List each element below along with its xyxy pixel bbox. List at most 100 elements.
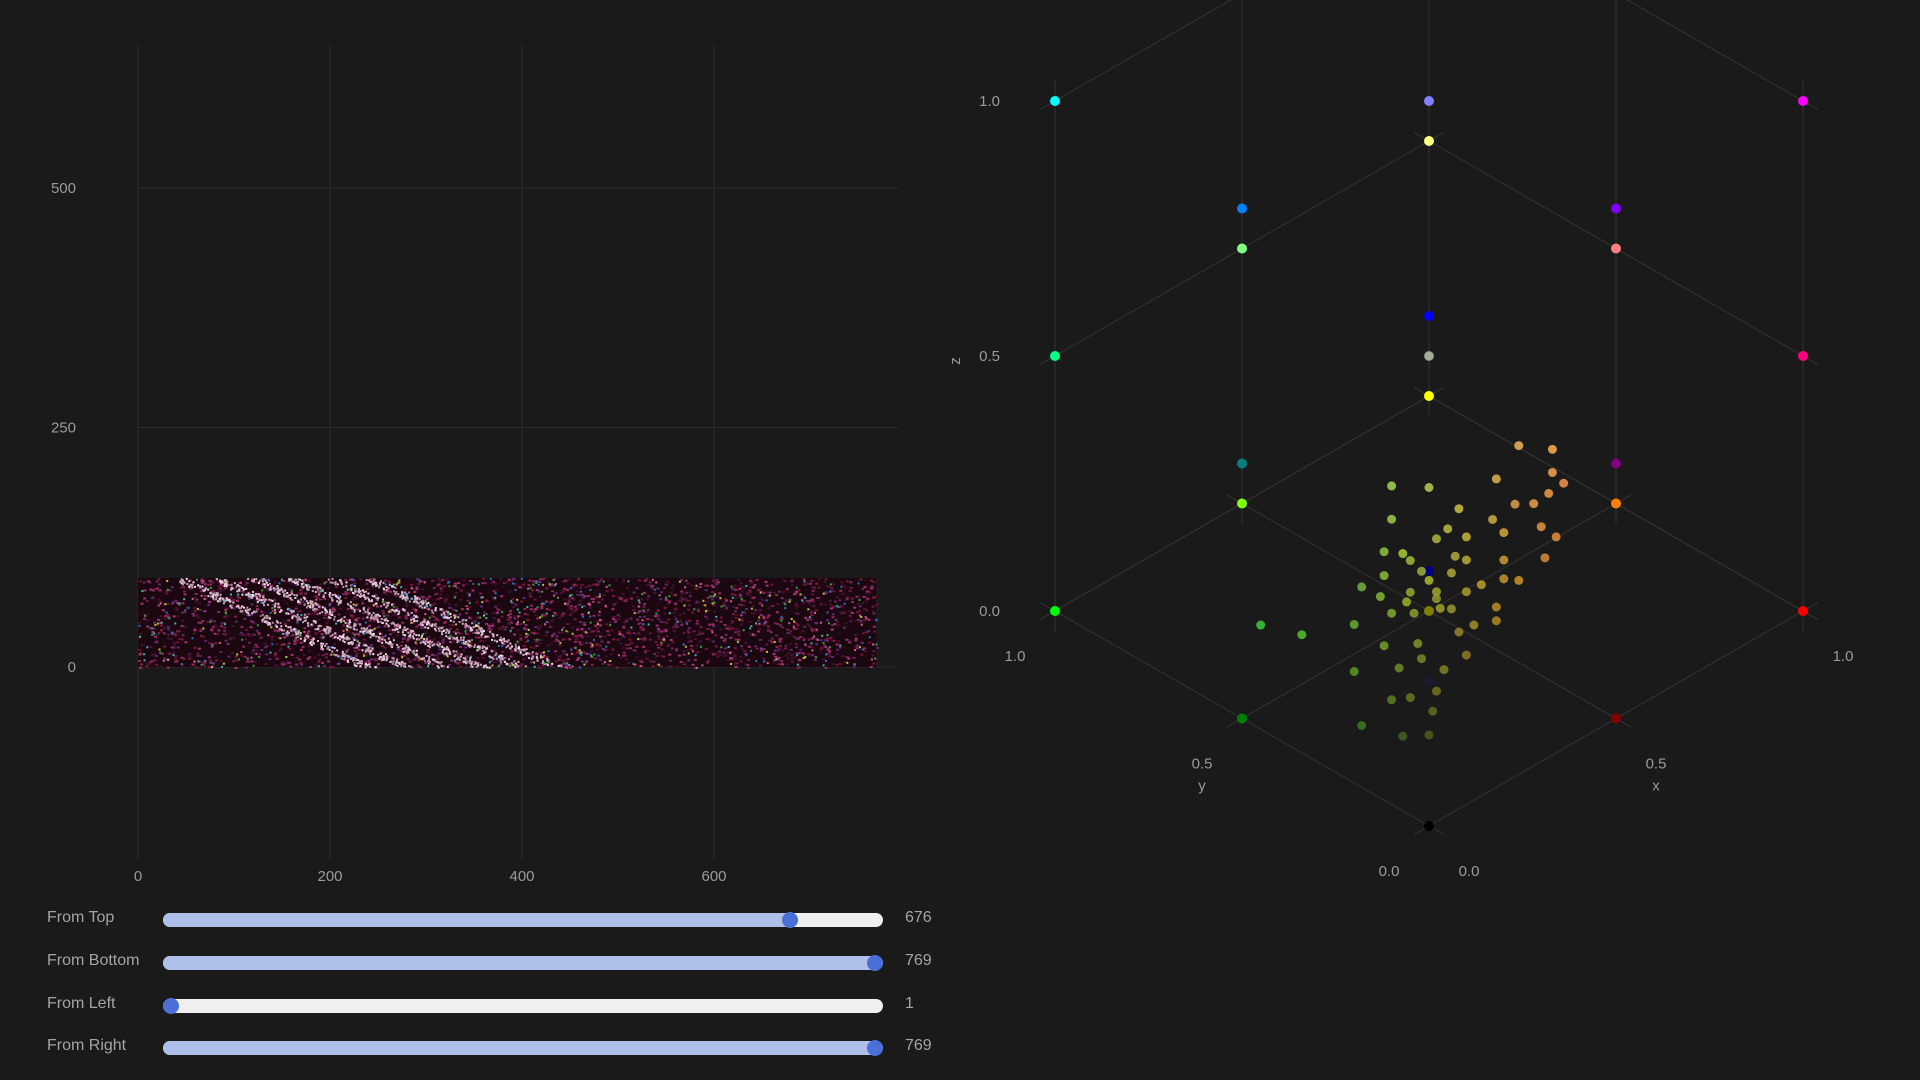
slider-thumb[interactable] [781,912,798,928]
image-pixel [197,584,200,587]
image-pixel [684,579,688,582]
image-pixel [278,582,281,585]
image-pixel [819,639,823,642]
wall-gridline [1626,0,1819,111]
image-pixel [390,593,394,596]
slider-thumb[interactable] [867,955,883,971]
image-pixel [610,663,614,666]
image-pixel [597,654,600,657]
image-pixel [860,623,863,626]
slider-label: From Top [47,909,115,926]
image-pixel [418,580,422,583]
image-pixel [496,660,500,663]
image-pixel [468,602,471,605]
image-pixel [346,630,350,633]
slider-thumb[interactable] [163,998,179,1014]
image-pixel [356,625,360,628]
image-pixel [702,599,705,602]
image-pixel [561,590,565,593]
image-pixel [773,641,776,643]
image-pixel [682,649,686,652]
image-pixel [762,615,765,618]
image-pixel [441,625,445,628]
slider-track[interactable] [163,999,883,1013]
image-pixel [328,604,331,607]
image-pixel [350,589,353,592]
image-pixel [199,585,201,588]
image-pixel [483,582,487,584]
image-pixel [434,657,438,660]
image-pixel [445,635,448,638]
image-pixel [427,635,431,638]
image-pixel [562,662,566,665]
image-pixel [459,598,463,601]
image-pixel [753,634,757,637]
image-pixel [494,654,497,657]
image-pixel [778,637,782,640]
image-pixel [659,643,663,646]
slider-track[interactable] [163,956,883,970]
image-pixel [790,579,794,582]
image-pixel [150,660,154,663]
image-pixel [742,629,745,632]
image-pixel [832,590,836,593]
image-pixel [268,588,271,591]
slider-track[interactable] [163,1041,883,1055]
image-pixel [685,621,689,624]
image-pixel [549,664,553,667]
image-pixel [478,626,481,629]
image-pixel [483,652,486,655]
reference-color-point [1611,458,1621,469]
image-pixel [799,647,803,650]
slider-track[interactable] [163,913,883,927]
image-pixel [387,601,390,604]
image-pixel [326,587,330,590]
image-pixel [498,639,501,641]
image-pixel [625,618,629,621]
image-pixel [316,613,320,616]
sample-color-point [1349,620,1359,629]
image-pixel [510,600,513,603]
slider-thumb[interactable] [867,1040,883,1056]
image-pixel [469,657,472,659]
image-pixel [628,632,632,635]
image-pixel [426,648,430,651]
image-pixel [546,580,550,583]
image-pixel [502,609,506,612]
image-pixel [255,629,259,632]
image-pixel [325,653,329,656]
image-pixel [282,580,286,582]
image-pixel [364,628,367,631]
image-pixel [415,627,419,630]
image-pixel [148,661,152,664]
sample-color-point [1417,566,1427,576]
image-pixel [294,596,297,599]
image-pixel [276,585,279,588]
image-pixel [217,579,221,582]
image-pixel [789,599,792,602]
image-pixel [827,662,831,665]
image-pixel [828,622,830,625]
image-pixel [372,632,375,635]
image-pixel [183,593,187,596]
image-pixel [557,658,561,661]
image-pixel [836,596,839,599]
image-pixel [723,637,727,640]
image-pixel [571,584,575,587]
image-pixel [320,642,323,645]
image-pixel [860,642,864,644]
image-pixel [299,592,303,595]
image-pixel [223,581,226,584]
image-pixel [290,578,292,580]
image-pixel [762,591,766,594]
image-pixel [202,603,206,606]
image-pixel [232,607,236,610]
image-pixel [750,633,753,636]
image-pixel [420,600,423,603]
image-pixel [500,656,503,659]
image-pixel [644,649,648,652]
image-pixel [535,640,539,643]
image-pixel [689,648,693,651]
